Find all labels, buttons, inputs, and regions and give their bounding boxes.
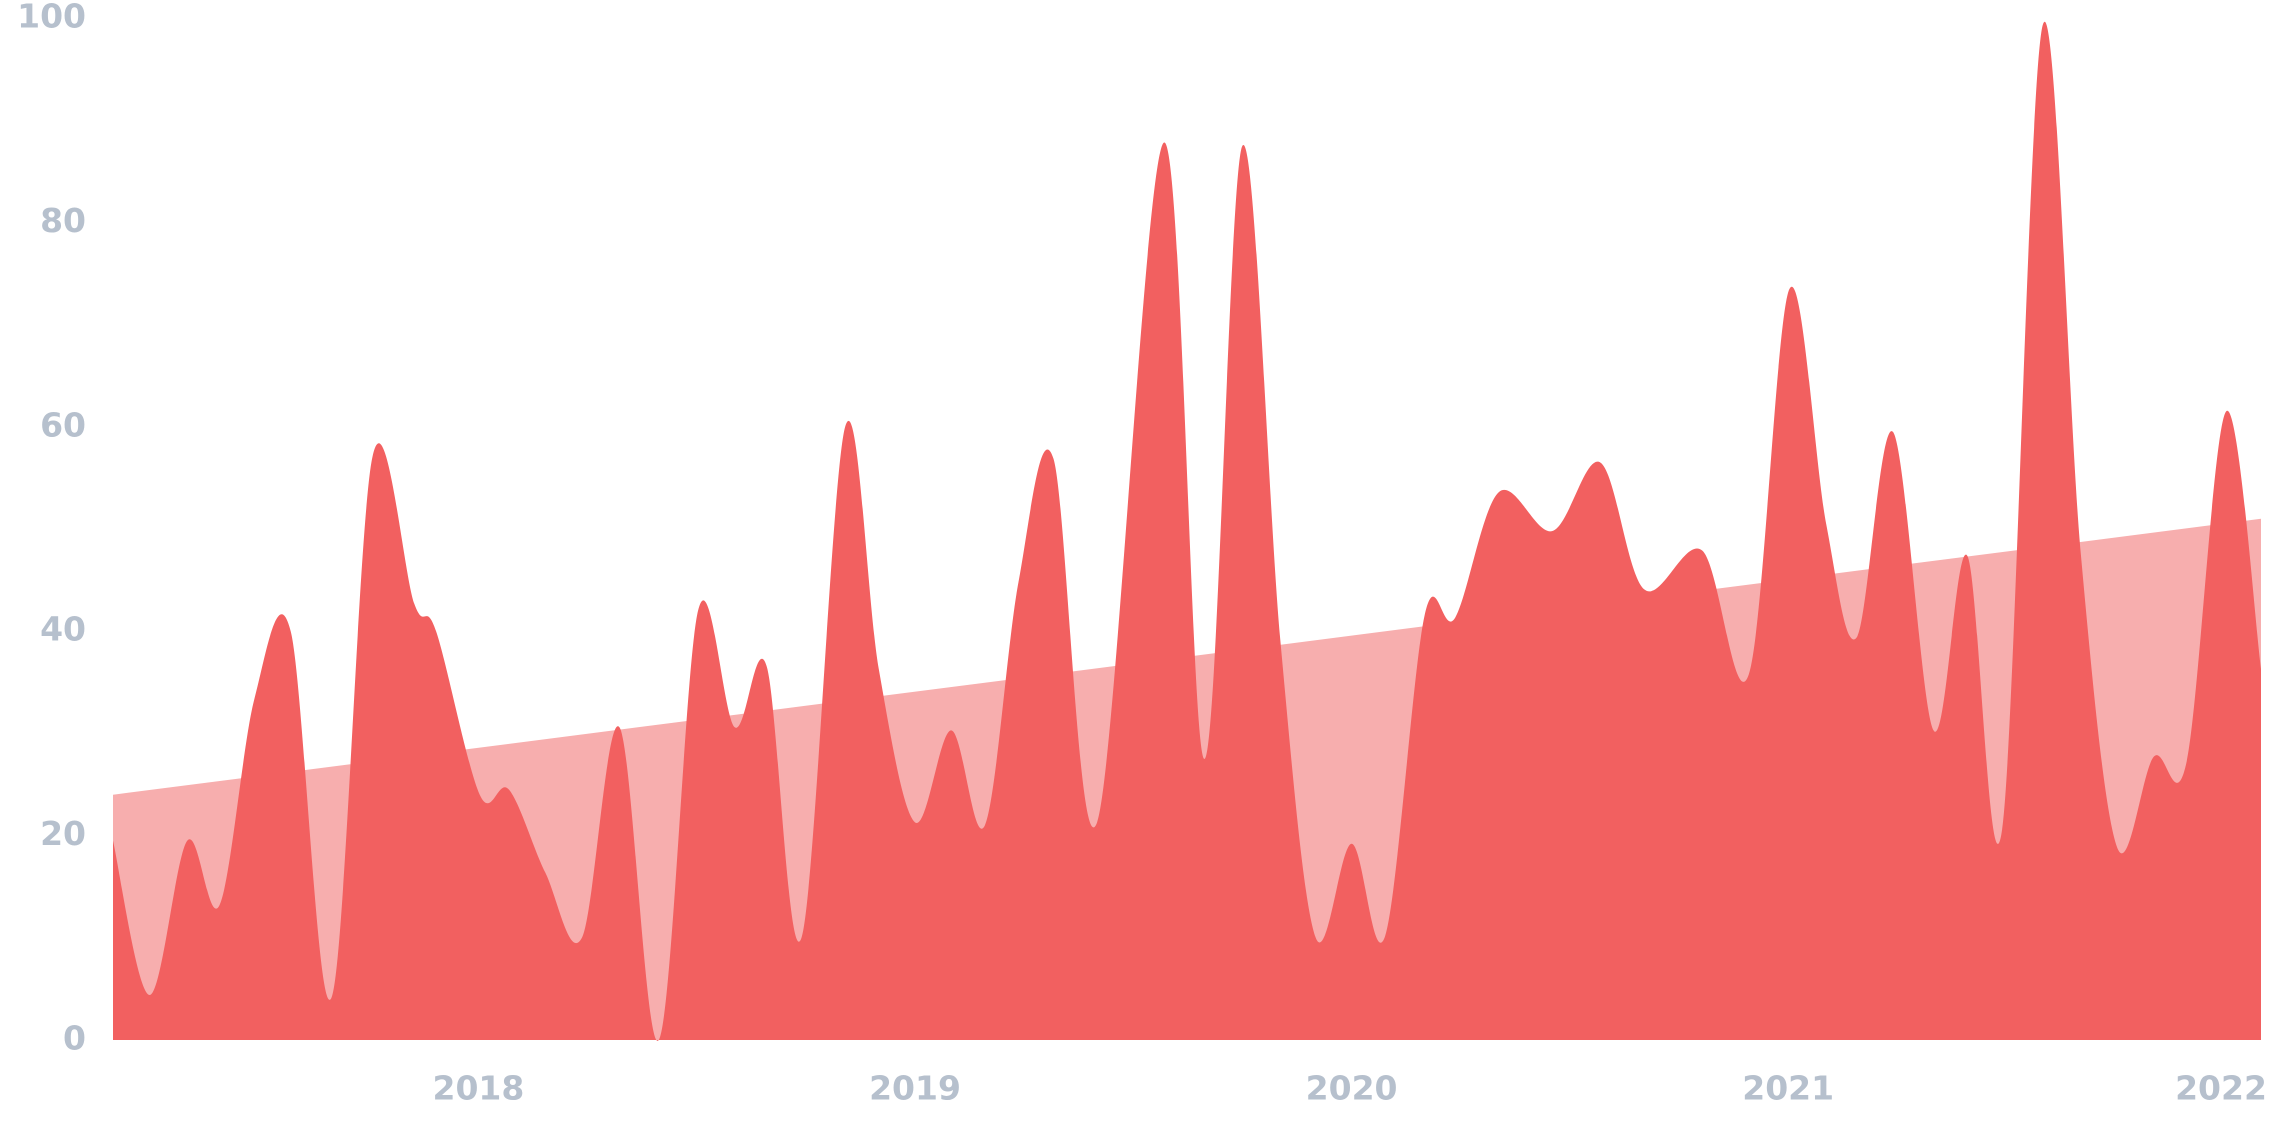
y-tick-label: 60 (40, 405, 86, 444)
plot-area (113, 21, 2261, 1041)
y-tick-label: 0 (63, 1019, 86, 1058)
y-tick-label: 20 (40, 814, 86, 853)
x-tick-label: 2020 (1306, 1069, 1398, 1108)
area (113, 21, 2261, 1041)
y-tick-label: 80 (40, 201, 86, 240)
x-tick-label: 2021 (1742, 1069, 1834, 1108)
y-tick-label: 100 (17, 0, 86, 36)
x-tick-label: 2019 (869, 1069, 961, 1108)
x-tick-label: 2018 (432, 1069, 524, 1108)
y-tick-label: 40 (40, 610, 86, 649)
x-tick-label: 2022 (2175, 1069, 2267, 1108)
